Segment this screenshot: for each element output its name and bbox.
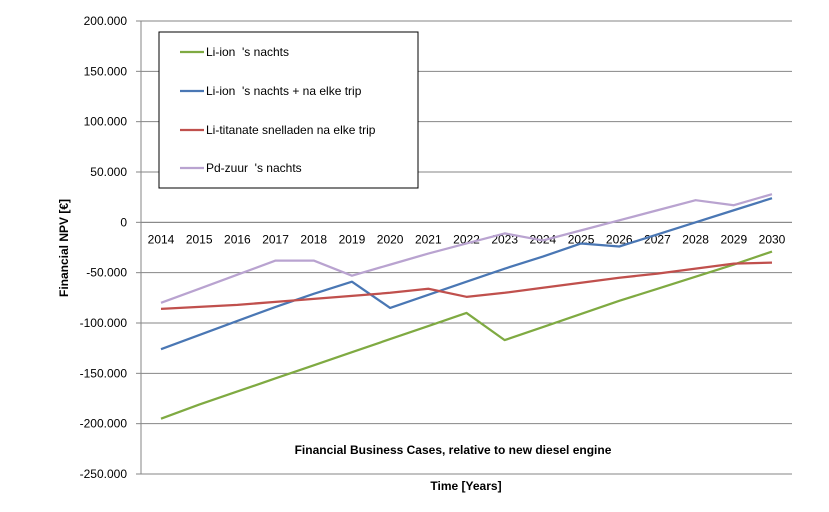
x-tick-label: 2029 xyxy=(720,232,747,246)
x-tick-label: 2016 xyxy=(224,232,251,246)
x-tick-label: 2021 xyxy=(415,232,442,246)
legend-box xyxy=(158,31,419,189)
series-line-3 xyxy=(160,261,773,311)
x-tick-label: 2017 xyxy=(262,232,289,246)
y-tick-label: -150.000 xyxy=(80,366,128,380)
series-line-4 xyxy=(160,193,773,304)
x-tick-label: 2018 xyxy=(300,232,327,246)
x-tick-label: 2028 xyxy=(682,232,709,246)
x-tick-label: 2025 xyxy=(568,232,595,246)
x-axis-title: Time [Years] xyxy=(430,479,501,493)
y-tick-label: -250.000 xyxy=(80,467,128,481)
y-tick-label: -100.000 xyxy=(80,316,128,330)
x-tick-label: 2030 xyxy=(759,232,786,246)
series-lines xyxy=(160,193,773,420)
y-axis-title: Financial NPV [€] xyxy=(57,199,71,297)
y-tick-label: -200.000 xyxy=(80,417,128,431)
y-tick-label: -50.000 xyxy=(86,266,127,280)
x-tick-label: 2014 xyxy=(148,232,175,246)
y-tick-label: 50.000 xyxy=(90,165,127,179)
y-tick-label: 150.000 xyxy=(84,64,128,78)
x-tick-label: 2022 xyxy=(453,232,480,246)
x-tick-label: 2015 xyxy=(186,232,213,246)
y-tick-label: 100.000 xyxy=(84,115,128,129)
legend-label: Li-ion 's nachts + na elke trip xyxy=(206,84,362,98)
x-tick-label: 2019 xyxy=(339,232,366,246)
y-tick-label: 0 xyxy=(120,215,127,229)
y-tick-labels: 200.000 150.000 100.000 50.000 0 -50.000 -100.… xyxy=(80,14,141,481)
legend-label: Li-ion 's nachts xyxy=(206,45,289,59)
legend-label: Li-titanate snelladen na elke trip xyxy=(206,123,376,137)
series-line-1 xyxy=(160,250,773,420)
x-tick-label: 2020 xyxy=(377,232,404,246)
x-tick-label: 2026 xyxy=(606,232,633,246)
chart-annotation: Financial Business Cases, relative to ne… xyxy=(295,443,612,457)
y-tick-label: 200.000 xyxy=(84,14,128,28)
series-line-2 xyxy=(160,197,773,351)
legend: Li-ion 's nachts Li-ion 's nachts + na el… xyxy=(158,31,419,189)
legend-label: Pd-zuur 's nachts xyxy=(206,161,302,175)
